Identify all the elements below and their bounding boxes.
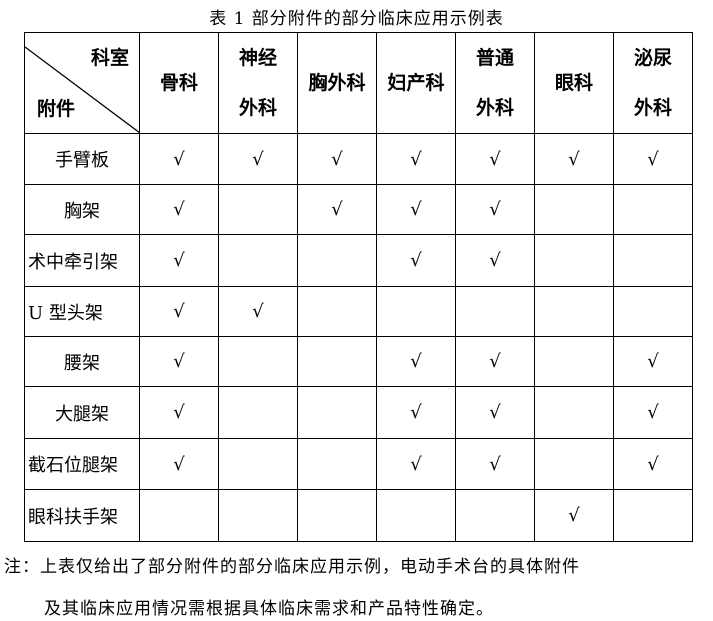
check-cell xyxy=(534,438,614,490)
check-cell: √ xyxy=(376,184,456,235)
check-cell xyxy=(613,234,693,287)
check-cell: √ xyxy=(455,184,535,235)
table-row: 截石位腿架 √ √ √ √ xyxy=(24,438,693,490)
corner-bottom-label: 附件 xyxy=(37,98,76,120)
check-cell: √ xyxy=(455,386,535,439)
check-cell xyxy=(297,234,377,287)
check-cell xyxy=(297,489,377,542)
diagonal-line xyxy=(25,46,140,133)
column-header-line: 胸外科 xyxy=(308,72,366,94)
check-cell: √ xyxy=(376,386,456,439)
check-cell xyxy=(534,184,614,235)
check-cell: √ xyxy=(455,133,535,185)
attachment-name: 大腿架 xyxy=(24,386,140,439)
check-cell: √ xyxy=(455,234,535,287)
column-header-line: 外科 xyxy=(238,97,277,119)
check-cell xyxy=(218,234,298,287)
check-cell: √ xyxy=(613,336,693,387)
column-header: 眼科 xyxy=(534,32,614,134)
column-header-line: 外科 xyxy=(633,97,672,119)
check-cell xyxy=(455,286,535,337)
column-header-line: 普通 xyxy=(475,47,514,69)
table-row: 术中牵引架 √ √ √ xyxy=(24,234,693,287)
check-cell: √ xyxy=(297,133,377,185)
column-header-line: 外科 xyxy=(475,97,514,119)
corner-top-label: 科室 xyxy=(90,47,129,69)
check-cell: √ xyxy=(455,336,535,387)
check-cell xyxy=(297,386,377,439)
check-cell xyxy=(297,438,377,490)
check-cell: √ xyxy=(139,133,219,185)
check-cell: √ xyxy=(613,133,693,185)
column-header-line: 泌尿 xyxy=(633,47,672,69)
attachment-name: 胸架 xyxy=(24,184,140,235)
check-cell xyxy=(297,336,377,387)
attachment-name: 手臂板 xyxy=(24,133,140,185)
check-cell: √ xyxy=(139,184,219,235)
check-cell: √ xyxy=(139,234,219,287)
check-cell xyxy=(297,286,377,337)
column-header: 胸外科 xyxy=(297,32,377,134)
table-row: U 型头架 √ √ xyxy=(24,286,693,337)
check-cell: √ xyxy=(139,438,219,490)
check-cell xyxy=(613,286,693,337)
check-cell xyxy=(613,184,693,235)
check-cell xyxy=(218,336,298,387)
check-cell xyxy=(376,286,456,337)
check-cell: √ xyxy=(139,386,219,439)
check-cell: √ xyxy=(534,489,614,542)
column-header: 泌尿 外科 xyxy=(613,32,693,134)
check-cell xyxy=(218,184,298,235)
check-cell: √ xyxy=(613,438,693,490)
table-row: 手臂板 √ √ √ √ √ √ √ xyxy=(24,133,693,185)
check-cell: √ xyxy=(139,336,219,387)
check-cell xyxy=(613,489,693,542)
column-header-line: 眼科 xyxy=(554,72,593,94)
note-line-1: 注：上表仅给出了部分附件的部分临床应用示例，电动手术台的具体附件 xyxy=(4,557,580,577)
table-row: 眼科扶手架 √ xyxy=(24,489,693,542)
check-cell: √ xyxy=(139,286,219,337)
application-table: 科室 附件 骨科 神经 外科 胸外科 妇产科 普通 外科 眼科 泌尿 外科 手臂板 √ √… xyxy=(24,32,693,542)
table-title: 表 1 部分附件的部分临床应用示例表 xyxy=(209,9,504,29)
check-cell xyxy=(218,438,298,490)
check-cell: √ xyxy=(376,234,456,287)
table-row: 大腿架 √ √ √ √ xyxy=(24,386,693,439)
check-cell: √ xyxy=(297,184,377,235)
column-header-line: 神经 xyxy=(238,47,277,69)
check-cell xyxy=(218,489,298,542)
check-cell xyxy=(534,336,614,387)
corner-cell: 科室 附件 xyxy=(24,32,140,134)
column-header-line: 妇产科 xyxy=(387,72,445,94)
check-cell: √ xyxy=(218,286,298,337)
check-cell xyxy=(376,489,456,542)
check-cell xyxy=(534,286,614,337)
header-row: 科室 附件 骨科 神经外科 胸外科 妇产科 普通外科 眼科 泌尿外科 xyxy=(24,32,693,134)
attachment-name: 截石位腿架 xyxy=(24,438,140,490)
attachment-name: 术中牵引架 xyxy=(24,234,140,287)
column-header: 骨科 xyxy=(139,32,219,134)
check-cell xyxy=(218,386,298,439)
attachment-name: 眼科扶手架 xyxy=(24,489,140,542)
attachment-name: 腰架 xyxy=(24,336,140,387)
check-cell xyxy=(139,489,219,542)
column-header: 普通 外科 xyxy=(455,32,535,134)
check-cell: √ xyxy=(455,438,535,490)
check-cell xyxy=(534,386,614,439)
column-header-line: 骨科 xyxy=(159,72,198,94)
attachment-name: U 型头架 xyxy=(24,286,140,337)
check-cell: √ xyxy=(613,386,693,439)
table-row: 腰架 √ √ √ √ xyxy=(24,336,693,387)
check-cell: √ xyxy=(534,133,614,185)
table-row: 胸架 √ √ √ √ xyxy=(24,184,693,235)
column-header: 神经 外科 xyxy=(218,32,298,134)
check-cell xyxy=(455,489,535,542)
column-header: 妇产科 xyxy=(376,32,456,134)
check-cell: √ xyxy=(376,336,456,387)
check-cell: √ xyxy=(218,133,298,185)
check-cell: √ xyxy=(376,133,456,185)
check-cell: √ xyxy=(376,438,456,490)
note-line-2: 及其临床应用情况需根据具体临床需求和产品特性确定。 xyxy=(44,599,494,619)
check-cell xyxy=(534,234,614,287)
